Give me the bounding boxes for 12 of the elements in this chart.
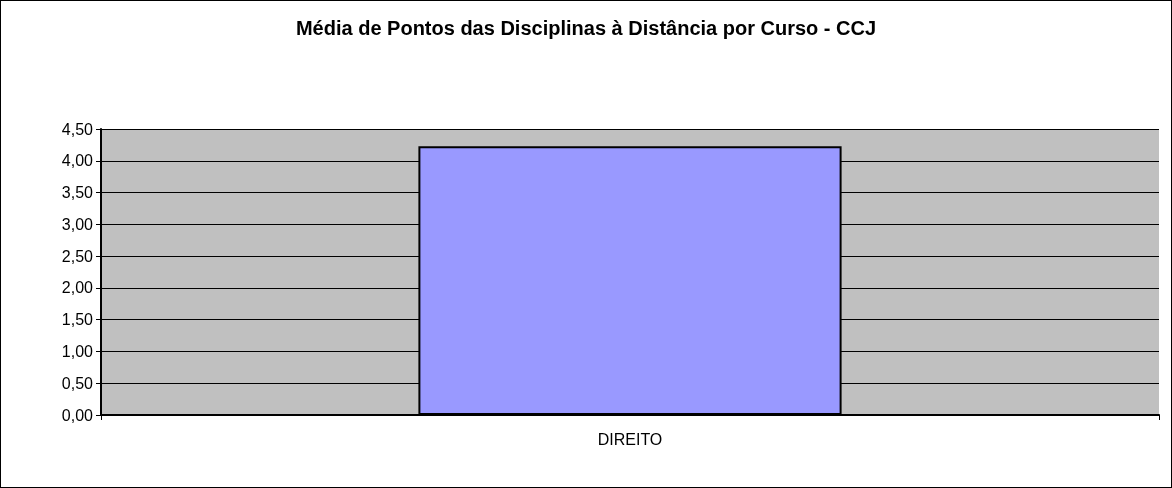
y-tick-label: 0,00 — [61, 406, 94, 424]
y-tick-label: 3,00 — [61, 215, 94, 233]
chart-title: Média de Pontos das Disciplinas à Distância por Curso - CCJ — [295, 17, 877, 39]
y-tick-label: 3,50 — [61, 184, 94, 202]
y-tick-label: 1,00 — [61, 342, 94, 360]
y-tick-label: 2,50 — [61, 247, 94, 265]
y-tick-label: 2,00 — [61, 279, 94, 297]
y-tick-label: 1,50 — [61, 311, 94, 329]
y-tick-label: 4,50 — [61, 120, 94, 138]
x-tick-label: DIREITO — [597, 430, 663, 448]
y-tick-label: 4,00 — [61, 152, 94, 170]
y-tick-label: 0,50 — [61, 374, 94, 392]
